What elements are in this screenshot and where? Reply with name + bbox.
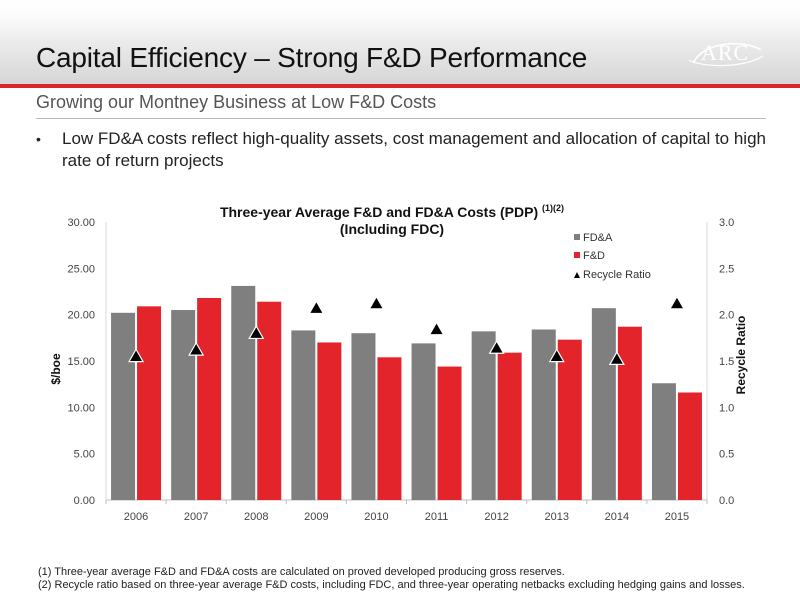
slide-title: Capital Efficiency – Strong F&D Performa…: [36, 42, 588, 73]
recycle-ratio-marker: [368, 295, 385, 310]
recycle-ratio-marker: [548, 348, 565, 363]
y2-tick-label: 3.0: [719, 217, 734, 229]
y-axis-label: $/boe: [49, 353, 63, 385]
bar-fd: [197, 297, 222, 500]
arc-logo-icon: [688, 42, 764, 67]
plot-area: 30.00 25.00 20.00 15.00 10.00 5.00 0.00 3.0 2.5 2…: [67, 217, 734, 523]
recycle-ratio-marker: [128, 348, 145, 363]
y-tick-label: 0.00: [74, 495, 95, 507]
legend-label-recycle: Recycle Ratio: [583, 269, 651, 281]
legend-label-fda: FD&A: [583, 232, 613, 244]
bar-fda: [531, 329, 556, 500]
bullet-icon: •: [36, 131, 41, 147]
bar-fda: [471, 331, 496, 500]
chart-title-line1: Three-year Average F&D and FD&A Costs (P…: [220, 203, 564, 220]
recycle-ratio-marker: [488, 339, 505, 354]
bar-fd: [317, 342, 342, 500]
x-tick-label: 2011: [425, 511, 449, 523]
bar-fda: [171, 310, 196, 500]
slide-subtitle: Growing our Montney Business at Low F&D …: [36, 92, 437, 112]
legend-marker-recycle: [574, 272, 580, 278]
chart-title-main: Three-year Average F&D and FD&A Costs (P…: [220, 204, 538, 220]
bar-fda: [231, 285, 256, 500]
x-tick-label: 2010: [364, 511, 388, 523]
legend-swatch-fd: [574, 252, 580, 258]
bar-fd: [557, 339, 582, 500]
y-tick-label: 5.00: [74, 449, 95, 461]
footnote-2: (2) Recycle ratio based on three-year av…: [38, 579, 745, 591]
x-tick-label: 2014: [605, 511, 629, 523]
y-tick-label: 25.00: [67, 263, 95, 275]
legend-label-fd: F&D: [583, 250, 605, 262]
legend-swatch-fda: [574, 234, 580, 240]
chart-title-superscript: (1)(2): [542, 203, 564, 213]
x-tick-label: 2009: [304, 511, 328, 523]
y-tick-label: 10.00: [67, 402, 95, 414]
arc-logo: ARC: [683, 38, 767, 68]
y-tick-label: 15.00: [67, 356, 95, 368]
bar-fd: [617, 326, 642, 500]
bar-fda: [651, 383, 676, 500]
x-tick-label: 2006: [124, 511, 148, 523]
recycle-ratio-marker: [308, 299, 325, 315]
fd-costs-chart: Three-year Average F&D and FD&A Costs (P…: [49, 203, 748, 523]
bar-fda: [291, 330, 316, 500]
bullet-text: Low FD&A costs reflect high-quality asse…: [62, 129, 766, 170]
recycle-ratio-marker: [248, 324, 265, 340]
bar-fd: [497, 352, 522, 500]
recycle-ratio-marker: [608, 350, 625, 365]
y2-tick-label: 0.5: [719, 449, 734, 461]
bar-fd: [677, 392, 702, 500]
recycle-ratio-marker: [428, 321, 445, 336]
logo-text: ARC: [701, 40, 750, 65]
y-tick-label: 20.00: [67, 310, 95, 322]
chart-title-line2: (Including FDC): [340, 221, 444, 237]
x-tick-label: 2015: [665, 511, 689, 523]
recycle-ratio-marker: [188, 341, 205, 356]
y2-tick-label: 2.5: [719, 263, 734, 275]
bar-fda: [411, 343, 436, 500]
bar-fda: [111, 312, 136, 500]
y2-tick-label: 1.0: [719, 402, 734, 414]
bar-fd: [437, 366, 462, 500]
bar-fda: [591, 308, 616, 500]
subtitle-divider: [36, 118, 766, 119]
slide-header: Capital Efficiency – Strong F&D Performa…: [0, 0, 800, 88]
x-tick-label: 2008: [244, 511, 268, 523]
x-tick-label: 2012: [484, 511, 508, 523]
y2-tick-label: 0.0: [719, 495, 734, 507]
bar-fd: [257, 301, 282, 500]
y2-tick-label: 2.0: [719, 310, 734, 322]
x-tick-label: 2007: [184, 511, 208, 523]
y-tick-label: 30.00: [67, 217, 95, 229]
x-tick-label: 2013: [545, 511, 569, 523]
recycle-ratio-marker: [668, 295, 685, 310]
header-gloss: [0, 0, 800, 40]
y2-tick-label: 1.5: [719, 356, 734, 368]
bar-fd: [137, 306, 162, 500]
footnote-1: (1) Three-year average F&D and FD&A cost…: [38, 566, 565, 578]
y2-axis-label: Recycle Ratio: [734, 316, 748, 395]
bar-fd: [377, 357, 402, 500]
bar-fda: [351, 333, 376, 500]
footnotes: (1) Three-year average F&D and FD&A cost…: [38, 566, 745, 592]
